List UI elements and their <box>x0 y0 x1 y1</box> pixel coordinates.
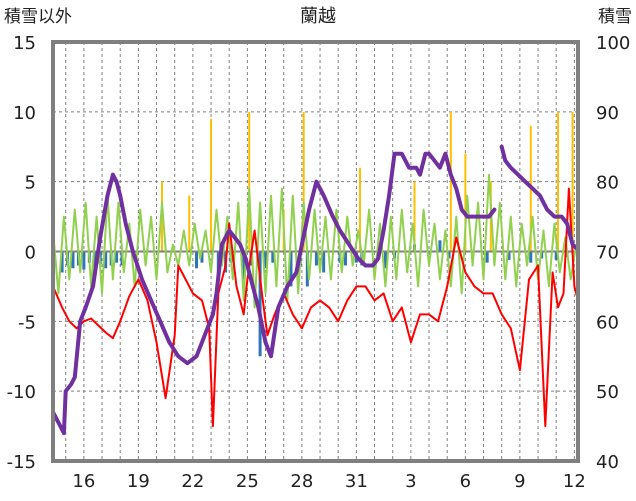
snow-change-bar <box>438 240 442 252</box>
x-tick-label: 6 <box>460 471 471 492</box>
snow-change-bar <box>447 251 451 259</box>
y-axis-left-label: 積雪以外 <box>4 7 72 27</box>
y-left-tick-label: -10 <box>7 382 36 403</box>
x-tick-label: 19 <box>127 471 150 492</box>
snow-change-bar <box>322 251 326 273</box>
wind-series-line <box>52 173 578 309</box>
y-left-tick-label: -5 <box>18 312 36 333</box>
snow-change-bar <box>314 251 318 266</box>
chart-series <box>51 144 579 436</box>
y-left-tick-label: 15 <box>13 33 36 54</box>
snow-change-bar <box>343 251 347 266</box>
snow-change-bar <box>529 251 533 263</box>
snow-change-bar <box>289 251 293 287</box>
y-right-tick-label: 40 <box>596 452 619 473</box>
y-left-tick-label: -15 <box>7 452 36 473</box>
snow-change-bar <box>258 251 262 357</box>
chart-title: 蘭越 <box>300 6 336 27</box>
snow-change-bar <box>554 251 558 260</box>
plot-frame <box>51 40 580 463</box>
snow-change-bar <box>383 251 387 269</box>
y-left-tick-label: 0 <box>25 243 36 264</box>
x-tick-label: 12 <box>563 471 586 492</box>
snow-depth-series-line <box>51 144 579 436</box>
y-axis-right-label: 積雪 <box>598 7 632 27</box>
temperature-series-line <box>52 187 579 428</box>
x-tick-label: 31 <box>345 471 368 492</box>
y-right-tick-label: 60 <box>596 312 619 333</box>
x-tick-label: 9 <box>514 471 525 492</box>
x-axis-ticks: 16 19 22 25 28 31 3 6 9 12 <box>72 471 585 492</box>
y-axis-right-ticks: 100 90 80 70 60 50 40 <box>596 33 630 473</box>
y-right-tick-label: 70 <box>596 243 619 264</box>
y-right-tick-label: 100 <box>596 33 630 54</box>
snow-change-bar <box>93 251 97 267</box>
snow-change-bar <box>104 251 108 269</box>
snow-change-bar <box>60 251 64 273</box>
x-tick-label: 16 <box>72 471 95 492</box>
snow-change-bar <box>115 251 119 263</box>
snow-change-bar <box>305 251 309 287</box>
y-right-tick-label: 80 <box>596 173 619 194</box>
snow-change-bar <box>242 251 246 280</box>
chart-gridlines <box>53 42 578 461</box>
snow-change-bar <box>82 251 86 270</box>
x-tick-label: 22 <box>181 471 204 492</box>
y-axis-left-ticks: 15 10 5 0 -5 -10 -15 <box>7 33 36 473</box>
snow-change-bar <box>507 251 511 260</box>
snow-change-bar <box>71 251 75 269</box>
y-right-tick-label: 50 <box>596 382 619 403</box>
y-left-tick-label: 10 <box>13 103 36 124</box>
y-right-tick-label: 90 <box>596 103 619 124</box>
x-tick-label: 25 <box>236 471 259 492</box>
y-left-tick-label: 5 <box>25 173 36 194</box>
snow-change-bar <box>485 251 489 263</box>
snow-change-bar <box>264 251 268 269</box>
x-tick-label: 3 <box>405 471 416 492</box>
snow-change-bar <box>271 251 275 263</box>
snow-change-bar <box>195 251 199 269</box>
snow-change-bar <box>200 251 204 263</box>
x-tick-label: 28 <box>290 471 313 492</box>
